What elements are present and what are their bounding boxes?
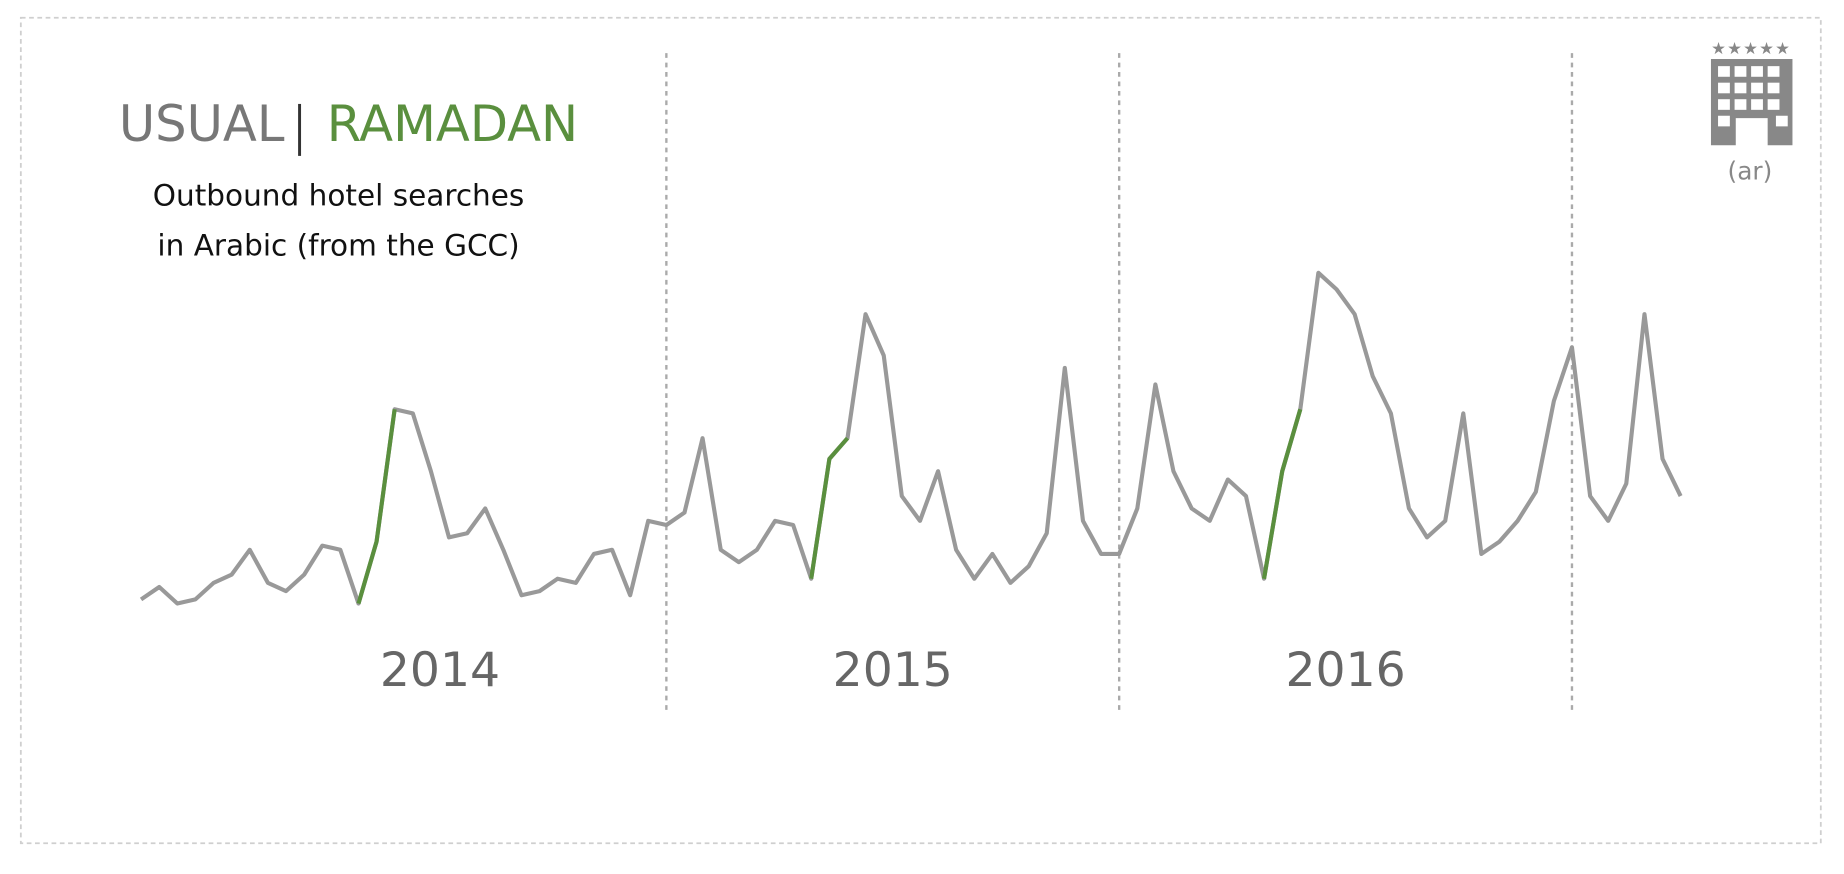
series-line [356, 408, 1303, 605]
series-line [139, 270, 1683, 606]
frame [19, 16, 1822, 845]
hotel-icon: ★★★★★ [1710, 39, 1793, 146]
subtitle: in Arabic (from the GCC) [157, 228, 519, 262]
icon-label: (ar) [1728, 156, 1773, 185]
x-tick-label: 2014 [380, 643, 500, 698]
x-tick-label: 2016 [1285, 643, 1405, 698]
x-tick-label: 2015 [833, 643, 953, 698]
svg-text:★★★★★: ★★★★★ [1711, 39, 1791, 58]
legend-ramadan: RAMADAN [327, 95, 578, 153]
subtitle: Outbound hotel searches [153, 179, 525, 213]
legend-usual: USUAL [119, 95, 285, 153]
